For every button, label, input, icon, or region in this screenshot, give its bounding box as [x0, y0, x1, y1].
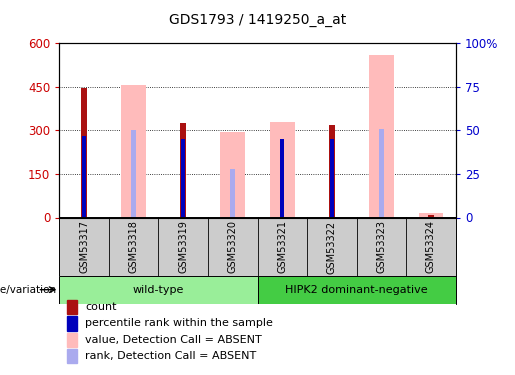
Bar	[181, 139, 185, 218]
Bar	[180, 123, 186, 218]
Bar	[67, 333, 77, 347]
Bar	[67, 300, 77, 314]
Text: GSM53323: GSM53323	[376, 220, 386, 273]
Text: GSM53318: GSM53318	[129, 220, 139, 273]
Bar	[329, 124, 335, 217]
Bar	[121, 85, 146, 218]
Text: GSM53319: GSM53319	[178, 220, 188, 273]
Bar	[67, 349, 77, 363]
Text: wild-type: wild-type	[133, 285, 184, 295]
Text: percentile rank within the sample: percentile rank within the sample	[85, 318, 273, 328]
Text: HIPK2 dominant-negative: HIPK2 dominant-negative	[285, 285, 428, 295]
Bar	[330, 139, 334, 218]
Bar	[67, 316, 77, 331]
Bar	[270, 122, 295, 218]
Bar	[81, 88, 87, 218]
Bar	[82, 135, 86, 218]
Bar	[428, 214, 434, 217]
Text: value, Detection Call = ABSENT: value, Detection Call = ABSENT	[85, 335, 262, 345]
Text: GSM53320: GSM53320	[228, 220, 238, 273]
Text: genotype/variation: genotype/variation	[0, 285, 57, 295]
Text: GSM53322: GSM53322	[327, 220, 337, 273]
Text: count: count	[85, 302, 116, 312]
Bar	[419, 213, 443, 217]
Text: GSM53317: GSM53317	[79, 220, 89, 273]
Text: GSM53321: GSM53321	[277, 220, 287, 273]
Bar	[280, 139, 284, 218]
Bar	[379, 129, 384, 217]
Text: rank, Detection Call = ABSENT: rank, Detection Call = ABSENT	[85, 351, 256, 361]
Text: GDS1793 / 1419250_a_at: GDS1793 / 1419250_a_at	[169, 13, 346, 27]
Bar	[220, 132, 245, 218]
FancyBboxPatch shape	[59, 276, 258, 304]
FancyBboxPatch shape	[258, 276, 456, 304]
Bar	[131, 130, 136, 218]
Bar	[369, 55, 394, 217]
Bar	[230, 169, 235, 217]
Text: GSM53324: GSM53324	[426, 220, 436, 273]
